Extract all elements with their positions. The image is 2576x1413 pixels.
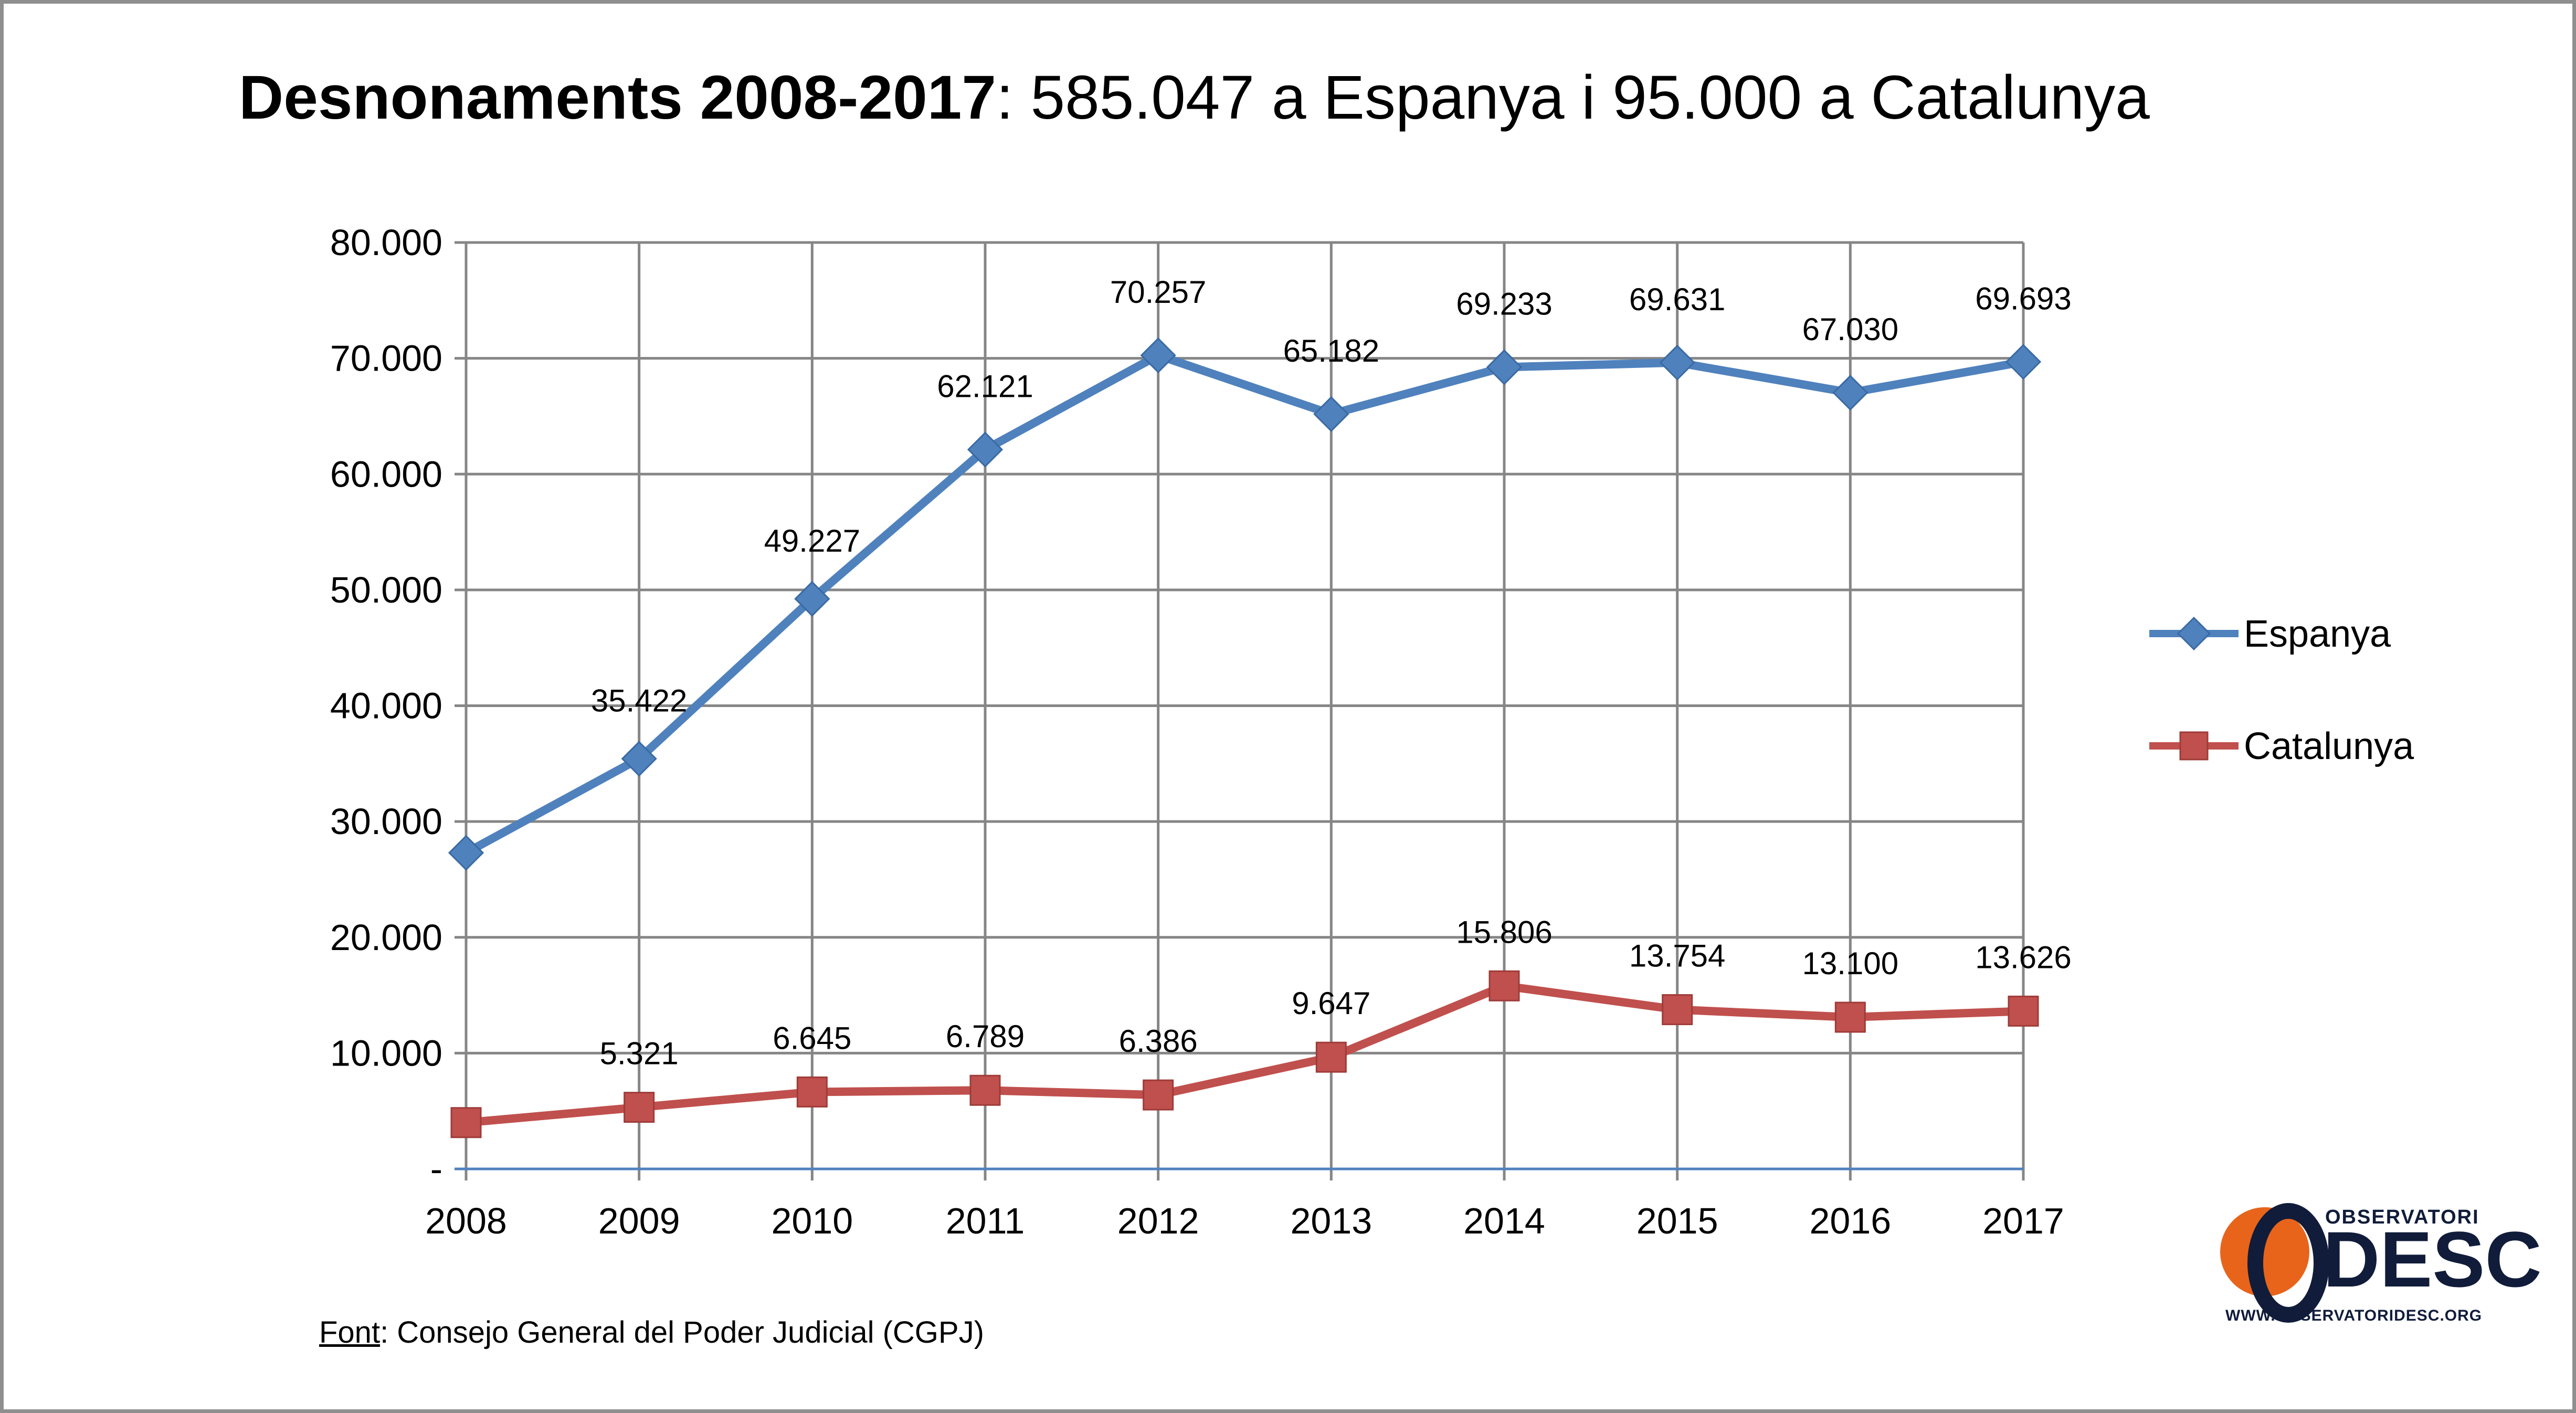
y-tick-label: 20.000 <box>330 917 442 958</box>
data-label-catalunya: 15.806 <box>1456 914 1553 950</box>
series-layer <box>448 337 2042 1138</box>
y-tick-label: 60.000 <box>330 454 442 494</box>
data-label-espanya: 69.233 <box>1456 287 1553 322</box>
legend-marker-catalunya <box>2179 731 2209 761</box>
data-point-espanya <box>1313 396 1349 433</box>
grid-lines <box>464 241 2025 1169</box>
data-label-espanya: 70.257 <box>1110 275 1207 310</box>
logo-top-text: OBSERVATORI <box>2325 1206 2479 1228</box>
data-label-espanya: 67.030 <box>1802 312 1899 347</box>
x-tick-label: 2013 <box>1290 1200 1372 1241</box>
logo-ring <box>2247 1203 2329 1323</box>
y-tick-label: 70.000 <box>330 338 442 379</box>
logo-main-text: DESC <box>2323 1215 2542 1303</box>
data-point-catalunya <box>624 1092 655 1123</box>
data-label-espanya: 49.227 <box>764 523 861 558</box>
data-label-catalunya: 6.386 <box>1119 1024 1198 1059</box>
x-tick-label: 2008 <box>425 1200 507 1241</box>
data-point-espanya <box>621 741 657 777</box>
x-tick-label: 2015 <box>1637 1200 1718 1241</box>
data-label-catalunya: 5.321 <box>600 1036 679 1071</box>
y-axis: 80.000 70.000 60.000 50.000 40.000 30.000 20.0… <box>330 222 468 1189</box>
data-point-catalunya <box>450 1107 482 1138</box>
data-point-espanya <box>967 431 1004 468</box>
source-label: Font <box>319 1315 381 1349</box>
data-label-catalunya: 13.754 <box>1629 939 1726 974</box>
data-label-catalunya: 9.647 <box>1292 986 1370 1021</box>
data-point-catalunya <box>1834 1001 1866 1033</box>
y-tick-label: 10.000 <box>330 1032 442 1073</box>
x-tick-label: 2016 <box>1809 1200 1891 1241</box>
data-point-espanya <box>1486 349 1523 385</box>
data-label-espanya: 62.121 <box>937 368 1033 404</box>
data-label-espanya: 65.182 <box>1283 333 1380 368</box>
legend: Espanya Catalunya <box>2149 613 2414 767</box>
x-tick-label: 2012 <box>1117 1200 1199 1241</box>
chart-title-bold: Desnonaments 2008-2017 <box>239 63 996 132</box>
source-text: : Consejo General del Poder Judicial (CG… <box>380 1315 984 1349</box>
legend-marker-espanya <box>2177 616 2211 651</box>
data-point-espanya <box>1659 344 1695 381</box>
data-point-catalunya <box>1315 1041 1347 1073</box>
data-point-catalunya <box>1662 994 1693 1026</box>
data-label-espanya: 69.631 <box>1629 282 1726 317</box>
legend-label-catalunya: Catalunya <box>2244 725 2414 767</box>
data-point-espanya <box>1140 337 1176 374</box>
legend-label-espanya: Espanya <box>2244 613 2391 655</box>
data-label-espanya: 35.422 <box>591 683 688 719</box>
chart-title: Desnonaments 2008-2017: 585.047 a Espany… <box>239 62 2150 133</box>
series-line-espanya <box>462 351 2028 857</box>
data-point-catalunya <box>1488 970 1520 1001</box>
observatori-desc-logo: OBSERVATORI DESC WWW.OBSERVATORIDESC.ORG <box>2220 1202 2542 1328</box>
data-label-espanya: 69.693 <box>1975 281 2072 316</box>
x-axis: 2008 2009 2010 2011 2012 2013 2014 2015 2016 2017 <box>425 1167 2064 1241</box>
data-point-catalunya <box>969 1074 1001 1106</box>
logo-url: WWW.OBSERVATORIDESC.ORG <box>2225 1307 2483 1324</box>
data-point-catalunya <box>1143 1079 1174 1111</box>
y-tick-label: 80.000 <box>330 222 442 263</box>
source-note: Font: Consejo General del Poder Judicial… <box>319 1315 984 1350</box>
data-label-catalunya: 6.789 <box>946 1019 1025 1054</box>
x-tick-label: 2009 <box>598 1200 680 1241</box>
data-label-catalunya: 6.645 <box>773 1020 851 1056</box>
y-tick-label: 40.000 <box>330 686 442 726</box>
data-point-espanya <box>2005 344 2042 380</box>
y-tick-label: 30.000 <box>330 801 442 842</box>
x-tick-label: 2010 <box>771 1200 853 1241</box>
data-label-catalunya: 13.100 <box>1802 946 1899 981</box>
data-point-espanya <box>794 581 830 617</box>
data-point-espanya <box>1832 375 1868 411</box>
data-point-espanya <box>448 835 484 871</box>
x-tick-label: 2011 <box>946 1200 1025 1241</box>
series-line-catalunya <box>462 982 2028 1127</box>
data-point-catalunya <box>2008 995 2039 1027</box>
data-labels: 35.422 49.227 62.121 70.257 65.182 69.233 69.6… <box>591 275 2072 1071</box>
x-tick-label: 2017 <box>1982 1200 2064 1241</box>
data-label-catalunya: 13.626 <box>1975 940 2072 975</box>
y-tick-label: - <box>430 1148 442 1189</box>
x-tick-label: 2014 <box>1463 1200 1545 1241</box>
chart-title-rest: : 585.047 a Espanya i 95.000 a Catalunya <box>996 63 2150 132</box>
data-point-catalunya <box>796 1076 828 1108</box>
y-tick-label: 50.000 <box>330 570 442 610</box>
